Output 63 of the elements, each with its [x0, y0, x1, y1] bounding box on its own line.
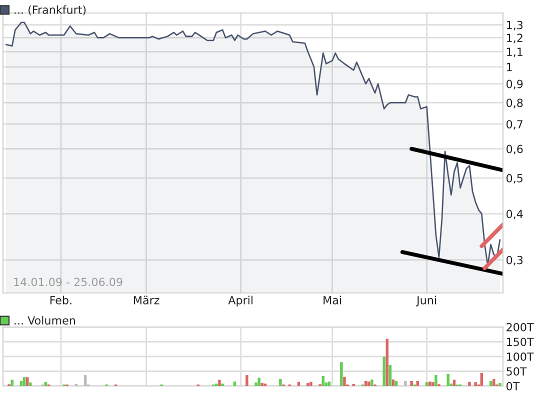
bar — [416, 380, 420, 386]
bar — [428, 382, 432, 386]
bar — [343, 376, 346, 386]
y-tick-label: 0,9 — [506, 80, 523, 90]
y-tick-label: 0,5 — [506, 174, 522, 184]
y-tick-label: 200T — [506, 322, 534, 332]
bar — [310, 382, 312, 386]
bar — [370, 380, 374, 386]
bar — [410, 380, 413, 386]
bar — [492, 378, 496, 386]
bar — [340, 362, 343, 386]
bar — [468, 382, 471, 386]
x-tick-label: März — [134, 296, 160, 304]
bar — [480, 373, 484, 386]
bar — [29, 382, 32, 386]
bar — [22, 377, 26, 386]
bar — [367, 382, 370, 386]
y-tick-label: 50T — [506, 367, 527, 376]
bar — [306, 383, 310, 386]
legend-label: ... (Frankfurt) — [14, 5, 86, 16]
x-tick-label: Mai — [324, 296, 341, 304]
y-tick-label: 0,6 — [506, 144, 523, 154]
bar — [246, 375, 248, 386]
y-tick-label: 0,8 — [506, 98, 523, 108]
x-tick-label: Juni — [416, 296, 436, 306]
y-tick-label: 0,7 — [506, 120, 522, 130]
bar — [394, 380, 398, 386]
bar — [20, 380, 23, 386]
y-tick-label: 150T — [507, 338, 534, 346]
bar — [434, 375, 438, 386]
legend-label: ... Volumen — [14, 316, 75, 325]
bar — [474, 382, 477, 386]
bar — [258, 378, 260, 386]
bar — [382, 356, 386, 386]
bar — [386, 338, 389, 386]
y-tick-label: 1,1 — [507, 48, 522, 58]
y-tick-label: 1 — [507, 63, 512, 72]
bar — [425, 382, 428, 386]
bar — [26, 377, 29, 386]
bar — [364, 380, 368, 386]
bar — [489, 380, 492, 386]
y-tick-label: 1,3 — [507, 20, 523, 30]
bar — [392, 380, 395, 386]
bar — [322, 376, 324, 386]
bar — [233, 382, 236, 386]
bar — [446, 374, 450, 386]
bar — [432, 382, 434, 386]
bar — [260, 383, 264, 386]
y-tick-label: 0,3 — [506, 256, 523, 266]
y-tick-label: 1,2 — [507, 34, 522, 44]
bar — [498, 383, 502, 386]
bar — [388, 365, 392, 386]
x-tick-label: Feb. — [50, 296, 72, 304]
bar — [279, 378, 282, 386]
y-tick-label: 0,4 — [506, 210, 523, 220]
y-tick-label: 0T — [506, 382, 520, 390]
bar — [404, 380, 407, 386]
bar — [218, 380, 221, 386]
y-tick-label: 100T — [507, 352, 534, 361]
bar — [328, 382, 331, 386]
x-tick-label: April — [228, 296, 252, 307]
bar — [84, 375, 87, 386]
annotation: 14.01.09 - 25.06.09 — [14, 278, 122, 286]
